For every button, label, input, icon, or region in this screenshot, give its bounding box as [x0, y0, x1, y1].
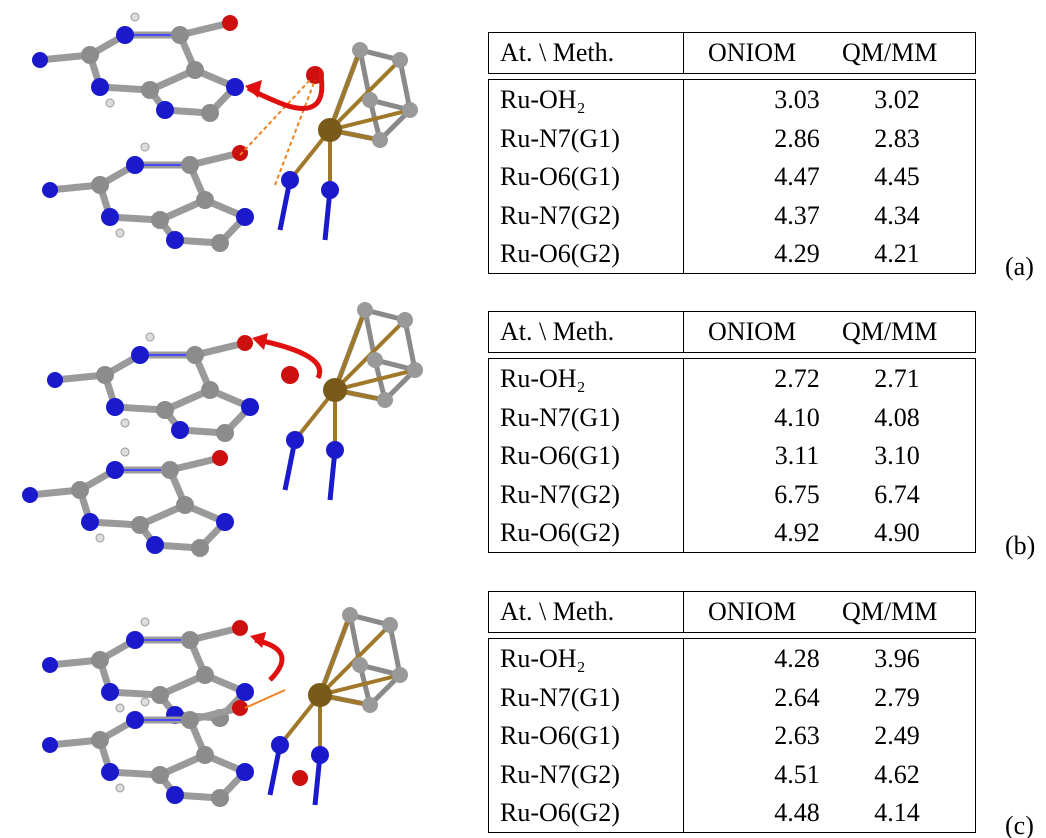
panel-label: (b) — [1005, 531, 1035, 561]
molecular-structures — [0, 0, 480, 838]
table-value: 2.79 — [857, 683, 937, 713]
header-cell: ONIOM — [708, 38, 796, 68]
row-label: Ru-O6(G2) — [500, 518, 620, 548]
table-value: 6.74 — [857, 480, 937, 510]
table-value: 4.21 — [857, 239, 937, 269]
table-value: 3.96 — [857, 644, 937, 674]
figure: At. \ Meth. ONIOM QM/MM Ru-OH₂ 3.03 3.02 Ru-N7… — [0, 0, 1046, 838]
column-separator — [683, 311, 684, 353]
header-cell: At. \ Meth. — [500, 38, 614, 68]
table-value: 4.14 — [857, 798, 937, 828]
row-label: Ru-N7(G1) — [500, 124, 620, 154]
row-label: Ru-N7(G2) — [500, 480, 620, 510]
table-value: 2.72 — [757, 364, 837, 394]
table-value: 6.75 — [757, 480, 837, 510]
column-separator — [683, 591, 684, 633]
panel-label: (c) — [1005, 811, 1034, 838]
table-value: 4.29 — [757, 239, 837, 269]
header-cell: ONIOM — [708, 317, 796, 347]
row-label: Ru-O6(G2) — [500, 239, 620, 269]
table-value: 4.28 — [757, 644, 837, 674]
row-label: Ru-OH₂ — [500, 85, 586, 115]
header-cell: QM/MM — [842, 38, 937, 68]
table-value: 2.49 — [857, 721, 937, 751]
header-cell: QM/MM — [842, 597, 937, 627]
row-label: Ru-O6(G1) — [500, 441, 620, 471]
table-value: 3.10 — [857, 441, 937, 471]
row-label: Ru-N7(G1) — [500, 403, 620, 433]
column-separator — [683, 358, 684, 553]
table-value: 4.37 — [757, 201, 837, 231]
row-label: Ru-N7(G1) — [500, 683, 620, 713]
table-value: 3.03 — [757, 85, 837, 115]
table-value: 4.92 — [757, 518, 837, 548]
table-value: 2.86 — [757, 124, 837, 154]
table-value: 4.51 — [757, 760, 837, 790]
table-value: 4.47 — [757, 162, 837, 192]
header-cell: ONIOM — [708, 597, 796, 627]
row-label: Ru-O6(G2) — [500, 798, 620, 828]
table-value: 2.64 — [757, 683, 837, 713]
row-label: Ru-O6(G1) — [500, 721, 620, 751]
table-value: 4.48 — [757, 798, 837, 828]
table-value: 4.90 — [857, 518, 937, 548]
row-label: Ru-O6(G1) — [500, 162, 620, 192]
column-separator — [683, 79, 684, 274]
table-value: 4.45 — [857, 162, 937, 192]
table-value: 2.63 — [757, 721, 837, 751]
column-separator — [683, 32, 684, 74]
panel-label: (a) — [1005, 252, 1034, 282]
header-cell: QM/MM — [842, 317, 937, 347]
row-label: Ru-N7(G2) — [500, 201, 620, 231]
table-value: 4.34 — [857, 201, 937, 231]
header-cell: At. \ Meth. — [500, 597, 614, 627]
header-cell: At. \ Meth. — [500, 317, 614, 347]
table-value: 4.62 — [857, 760, 937, 790]
row-label: Ru-OH₂ — [500, 364, 586, 394]
table-value: 2.83 — [857, 124, 937, 154]
table-value: 2.71 — [857, 364, 937, 394]
table-value: 3.11 — [757, 441, 837, 471]
table-value: 4.10 — [757, 403, 837, 433]
table-value: 3.02 — [857, 85, 937, 115]
row-label: Ru-OH₂ — [500, 644, 586, 674]
table-value: 4.08 — [857, 403, 937, 433]
column-separator — [683, 638, 684, 833]
row-label: Ru-N7(G2) — [500, 760, 620, 790]
